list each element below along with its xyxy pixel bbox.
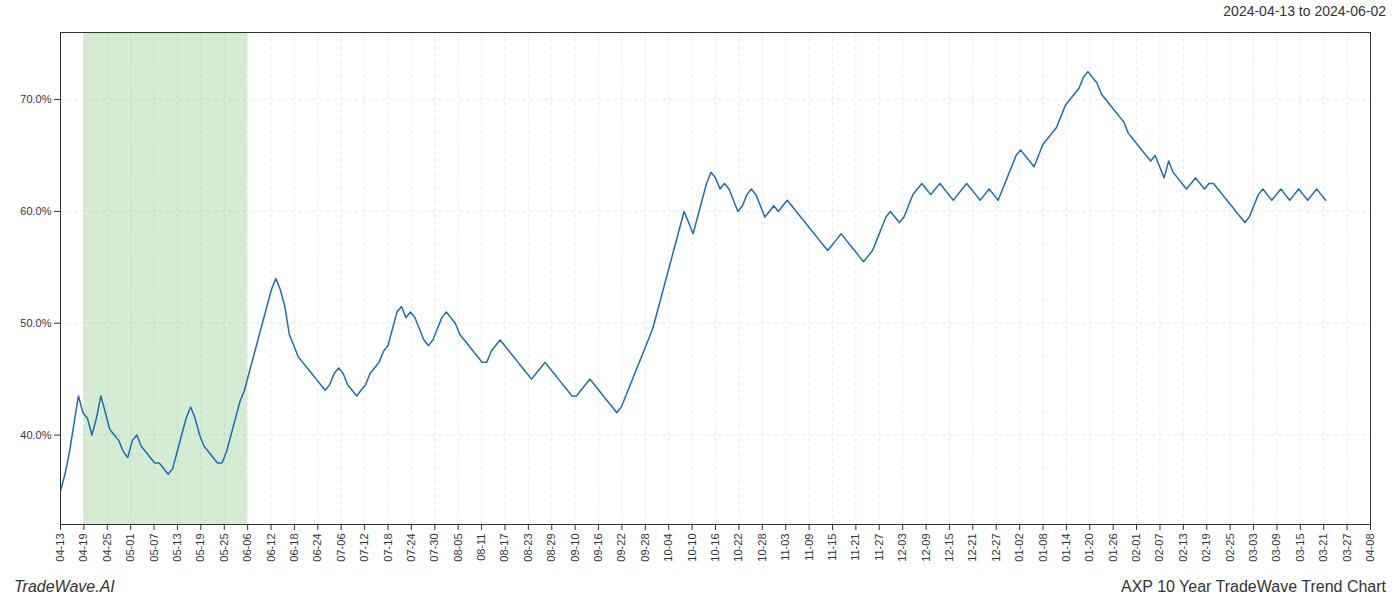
svg-text:01-26: 01-26 — [1107, 534, 1119, 562]
svg-text:02-25: 02-25 — [1224, 534, 1236, 562]
svg-text:08-23: 08-23 — [522, 534, 534, 562]
svg-text:06-06: 06-06 — [241, 534, 253, 562]
svg-text:03-27: 03-27 — [1341, 534, 1353, 562]
svg-text:02-13: 02-13 — [1177, 534, 1189, 562]
svg-text:09-16: 09-16 — [592, 534, 604, 562]
svg-text:01-02: 01-02 — [1013, 534, 1025, 562]
svg-text:02-19: 02-19 — [1200, 534, 1212, 562]
svg-text:07-06: 07-06 — [335, 534, 347, 562]
svg-text:06-24: 06-24 — [311, 534, 323, 562]
svg-text:10-28: 10-28 — [756, 534, 768, 562]
svg-text:12-27: 12-27 — [990, 534, 1002, 562]
svg-text:60.0%: 60.0% — [20, 205, 51, 217]
svg-text:10-16: 10-16 — [709, 534, 721, 562]
svg-text:40.0%: 40.0% — [20, 429, 51, 441]
svg-text:11-21: 11-21 — [849, 534, 861, 561]
svg-text:01-20: 01-20 — [1083, 534, 1095, 562]
svg-text:11-09: 11-09 — [803, 534, 815, 561]
svg-text:09-28: 09-28 — [639, 534, 651, 562]
svg-text:04-19: 04-19 — [77, 534, 89, 562]
svg-text:07-30: 07-30 — [428, 534, 440, 562]
svg-text:05-25: 05-25 — [218, 534, 230, 562]
svg-text:12-09: 12-09 — [920, 534, 932, 562]
svg-text:02-07: 02-07 — [1153, 534, 1165, 562]
svg-text:11-27: 11-27 — [873, 534, 885, 561]
svg-text:11-15: 11-15 — [826, 534, 838, 561]
svg-text:01-08: 01-08 — [1037, 534, 1049, 562]
svg-text:03-09: 03-09 — [1270, 534, 1282, 562]
svg-text:06-12: 06-12 — [265, 534, 277, 562]
svg-text:10-10: 10-10 — [686, 534, 698, 562]
svg-text:05-19: 05-19 — [194, 534, 206, 562]
svg-text:07-18: 07-18 — [382, 534, 394, 562]
svg-text:12-15: 12-15 — [943, 534, 955, 562]
svg-text:70.0%: 70.0% — [20, 93, 51, 105]
svg-text:50.0%: 50.0% — [20, 317, 51, 329]
svg-text:03-21: 03-21 — [1317, 534, 1329, 562]
svg-text:07-24: 07-24 — [405, 534, 417, 562]
svg-text:07-12: 07-12 — [358, 534, 370, 562]
html-text:TradeWave.AI: TradeWave.AI — [14, 578, 115, 595]
svg-text:02-01: 02-01 — [1130, 534, 1142, 562]
svg-text:03-03: 03-03 — [1247, 534, 1259, 562]
svg-text:09-10: 09-10 — [569, 534, 581, 562]
svg-text:01-14: 01-14 — [1060, 534, 1072, 562]
svg-text:06-18: 06-18 — [288, 534, 300, 562]
svg-text:09-22: 09-22 — [615, 534, 627, 562]
svg-text:12-03: 12-03 — [896, 534, 908, 562]
svg-text:08-29: 08-29 — [545, 534, 557, 562]
svg-text:05-01: 05-01 — [124, 534, 136, 562]
svg-text:11-03: 11-03 — [779, 534, 791, 561]
svg-text:08-05: 08-05 — [452, 534, 464, 562]
svg-text:12-21: 12-21 — [966, 534, 978, 562]
svg-text:04-25: 04-25 — [101, 534, 113, 562]
svg-text:05-13: 05-13 — [171, 534, 183, 562]
svg-text:08-17: 08-17 — [498, 534, 510, 562]
html-text:2024-04-13 to 2024-06-02: 2024-04-13 to 2024-06-02 — [1223, 3, 1386, 19]
svg-text:10-22: 10-22 — [732, 534, 744, 562]
svg-text:04-08: 04-08 — [1364, 534, 1376, 562]
svg-text:05-07: 05-07 — [148, 534, 160, 562]
html-text:AXP 10 Year TradeWave Trend Ch: AXP 10 Year TradeWave Trend Chart — [1121, 578, 1386, 595]
svg-text:10-04: 10-04 — [662, 534, 674, 562]
svg-text:04-13: 04-13 — [54, 534, 66, 562]
svg-text:03-15: 03-15 — [1294, 534, 1306, 562]
svg-text:08-11: 08-11 — [475, 534, 487, 561]
